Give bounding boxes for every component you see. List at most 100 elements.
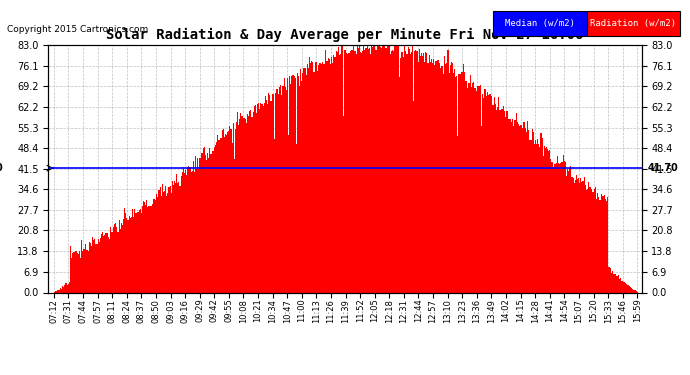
Bar [55,291,57,292]
Bar [193,161,194,292]
Bar [139,209,141,292]
Bar [487,93,489,292]
Bar [503,106,504,292]
Title: Solar Radiation & Day Average per Minute Fri Nov 27 16:06: Solar Radiation & Day Average per Minute… [106,28,584,42]
Bar [545,148,546,292]
Bar [153,200,154,292]
Bar [586,190,587,292]
Bar [90,243,91,292]
Bar [103,236,104,292]
Bar [296,144,297,292]
Bar [179,186,181,292]
Bar [357,48,359,292]
Bar [248,116,249,292]
Bar [115,222,117,292]
Bar [86,250,88,292]
Bar [324,50,326,292]
Bar [157,197,159,292]
Bar [266,100,267,292]
Bar [208,158,209,292]
Bar [81,240,82,292]
Bar [518,124,520,292]
Bar [220,138,221,292]
Bar [391,51,392,292]
Bar [494,98,495,292]
Bar [373,45,375,292]
Bar [295,78,296,292]
Bar [569,168,571,292]
Bar [322,62,324,292]
Bar [256,112,257,292]
Bar [245,118,246,292]
Bar [111,232,112,292]
Bar [475,88,476,292]
Bar [632,289,633,292]
Bar [341,45,342,292]
Bar [215,145,216,292]
Bar [497,107,498,292]
Bar [626,284,627,292]
Bar [405,51,406,292]
Bar [446,63,447,292]
Bar [352,50,353,292]
Bar [481,126,482,292]
Bar [100,238,101,292]
Bar [218,140,219,292]
Bar [627,285,628,292]
Bar [464,72,465,292]
Bar [485,89,486,292]
Bar [580,178,582,292]
Bar [304,68,306,292]
Bar [63,286,64,292]
Bar [452,63,453,292]
Bar [595,199,597,292]
Bar [57,290,58,292]
Bar [300,69,302,292]
Bar [397,46,399,292]
Bar [331,57,333,292]
Bar [198,169,199,292]
Bar [287,78,288,292]
Bar [400,58,401,292]
Bar [247,114,248,292]
Bar [80,258,81,292]
Bar [506,111,507,292]
Bar [329,58,330,292]
Bar [514,120,515,292]
Bar [229,126,230,292]
Bar [71,258,72,292]
Bar [92,237,93,292]
Bar [453,72,454,292]
Bar [173,185,174,292]
Bar [232,143,233,292]
Bar [353,45,355,292]
Bar [477,86,478,292]
Bar [589,187,590,292]
Bar [190,172,192,292]
Bar [214,147,215,292]
Bar [196,169,197,292]
Bar [498,97,500,292]
Bar [328,58,329,292]
Bar [135,213,137,292]
Bar [544,146,545,292]
Bar [93,240,95,292]
Bar [573,183,575,292]
Bar [484,90,485,292]
Bar [531,129,533,292]
Bar [326,62,327,292]
Bar [335,51,337,292]
Bar [549,150,551,292]
Bar [533,132,534,292]
Bar [255,105,256,292]
Bar [368,48,370,292]
Bar [470,75,471,292]
Bar [143,201,144,292]
Bar [233,123,234,292]
Bar [562,155,564,292]
Bar [59,290,60,292]
Bar [612,271,613,292]
Bar [306,75,307,292]
Bar [298,76,299,292]
Bar [224,137,225,292]
